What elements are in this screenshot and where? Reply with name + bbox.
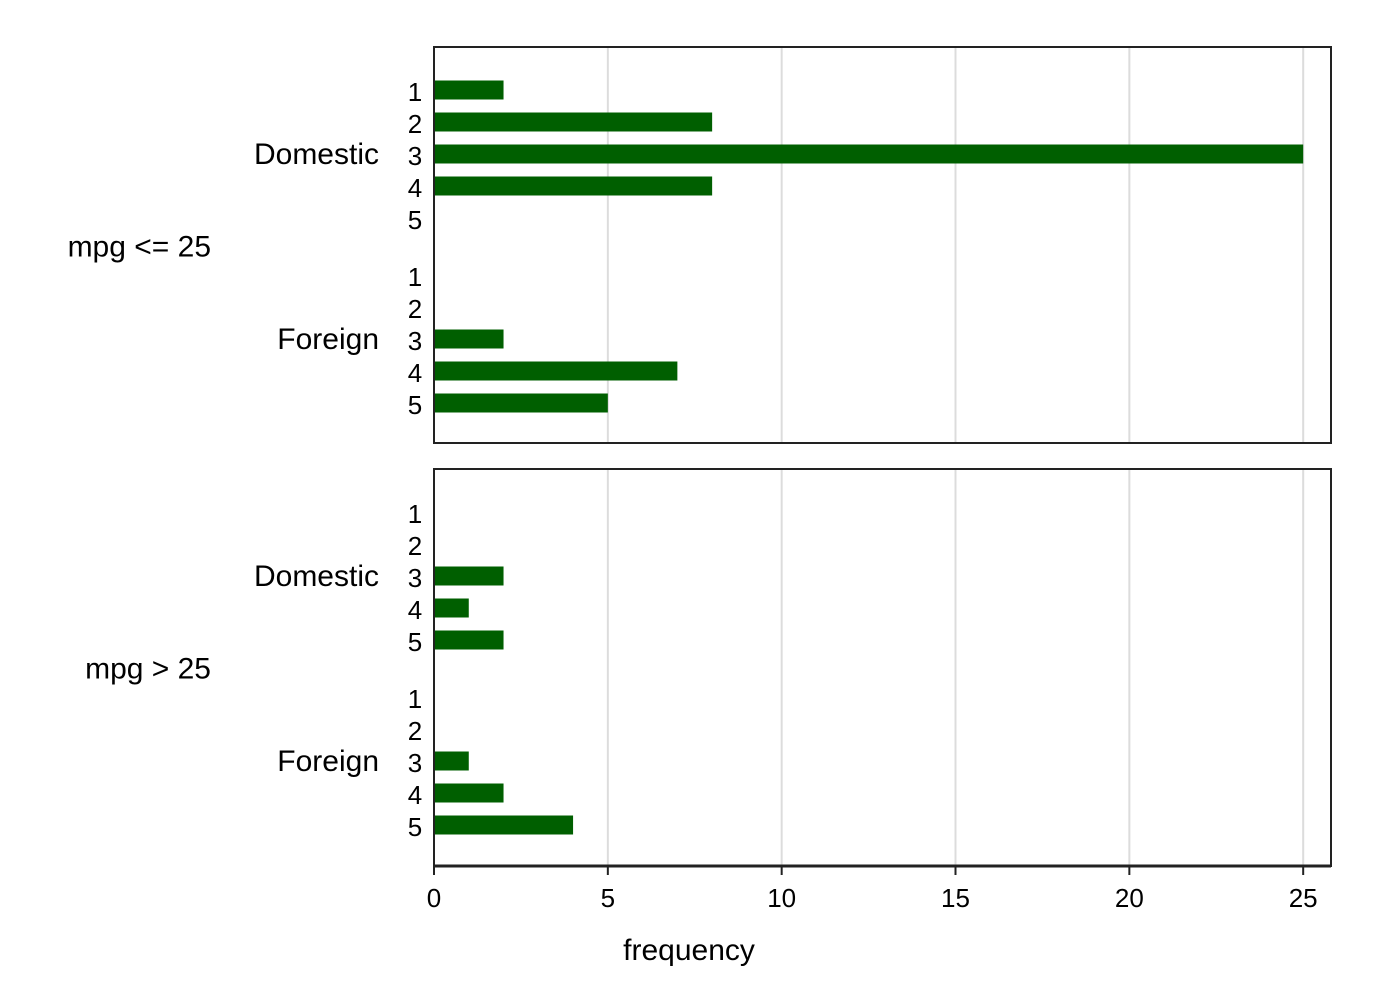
category-tick-label: 5 [408, 812, 422, 842]
bar [434, 329, 504, 349]
category-tick-label: 2 [408, 109, 422, 139]
category-tick-label: 5 [408, 390, 422, 420]
x-tick-label: 25 [1289, 883, 1318, 913]
panel-frame [433, 46, 1332, 444]
category-tick-label: 2 [408, 531, 422, 561]
bar [434, 566, 504, 586]
group-label: Domestic [254, 138, 379, 171]
category-tick-label: 3 [408, 326, 422, 356]
panel-label: mpg <= 25 [68, 231, 211, 264]
category-tick-label: 3 [408, 563, 422, 593]
bar [434, 815, 574, 835]
bar [434, 630, 504, 650]
x-tick-label: 10 [767, 883, 796, 913]
category-tick-label: 1 [408, 499, 422, 529]
bar [434, 144, 1304, 164]
panel-frame [433, 468, 1332, 867]
category-tick-label: 5 [408, 627, 422, 657]
bar [434, 783, 504, 803]
category-tick-label: 4 [408, 173, 422, 203]
frame-layer [433, 46, 1332, 875]
grid-layer [606, 47, 1305, 866]
category-tick-label: 2 [408, 294, 422, 324]
category-tick-label: 1 [408, 77, 422, 107]
category-tick-label: 3 [408, 141, 422, 171]
x-tick-label: 0 [427, 883, 441, 913]
group-label: Domestic [254, 560, 379, 593]
category-tick-label: 1 [408, 684, 422, 714]
category-tick-label: 5 [408, 205, 422, 235]
bar [434, 598, 469, 618]
bar [434, 751, 469, 771]
category-tick-label: 4 [408, 780, 422, 810]
category-tick-label: 1 [408, 262, 422, 292]
panel-label: mpg > 25 [85, 653, 211, 686]
bar [434, 80, 504, 100]
category-tick-label: 4 [408, 595, 422, 625]
x-tick-label: 15 [941, 883, 970, 913]
x-axis-label: frequency [623, 934, 755, 967]
category-tick-label: 3 [408, 748, 422, 778]
bar-layer [434, 80, 1304, 835]
bar [434, 176, 713, 196]
category-tick-label: 4 [408, 358, 422, 388]
category-tick-label: 2 [408, 716, 422, 746]
x-tick-label: 20 [1115, 883, 1144, 913]
bar [434, 393, 608, 413]
group-label: Foreign [277, 323, 379, 356]
group-label: Foreign [277, 745, 379, 778]
bar [434, 361, 678, 381]
bar [434, 112, 713, 132]
x-tick-label: 5 [601, 883, 615, 913]
